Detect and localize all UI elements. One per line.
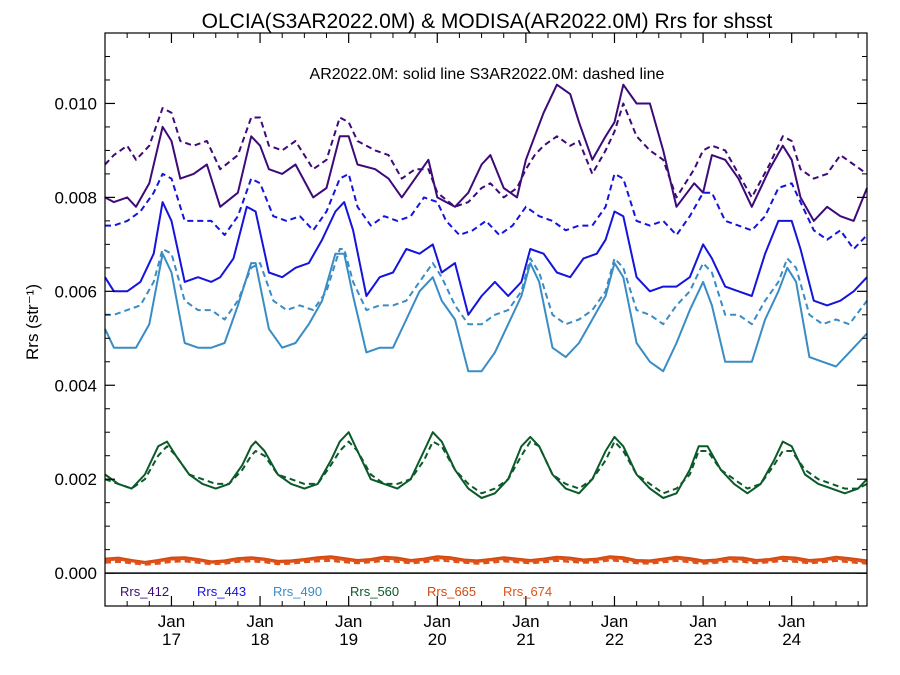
x-tick-label-month: Jan bbox=[512, 612, 539, 631]
legend-entry-rrs-490: Rrs_490 bbox=[273, 584, 322, 599]
x-tick-label-day: 18 bbox=[251, 630, 270, 649]
y-tick-label: 0.010 bbox=[54, 94, 97, 113]
x-tick-label-month: Jan bbox=[158, 612, 185, 631]
series-line-rrs-443-dashed bbox=[105, 172, 868, 250]
series-line-rrs-412-dashed bbox=[104, 102, 868, 208]
y-tick-label: 0.000 bbox=[54, 564, 97, 583]
series-line-rrs-443-solid bbox=[104, 201, 868, 316]
x-tick-label-month: Jan bbox=[689, 612, 716, 631]
series-line-rrs-490-dashed bbox=[105, 248, 868, 326]
x-tick-label-day: 17 bbox=[162, 630, 181, 649]
plot-series bbox=[104, 83, 868, 566]
x-tick-label-day: 21 bbox=[516, 630, 535, 649]
x-tick-label-month: Jan bbox=[335, 612, 362, 631]
y-tick-label: 0.002 bbox=[54, 470, 97, 489]
series-line-rrs-665-solid bbox=[104, 555, 868, 563]
x-tick-label-day: 22 bbox=[605, 630, 624, 649]
x-tick-label-month: Jan bbox=[778, 612, 805, 631]
x-tick-label-month: Jan bbox=[424, 612, 451, 631]
series-line-rrs-560-solid bbox=[104, 431, 868, 499]
series-line-rrs-490-solid bbox=[104, 252, 868, 373]
x-tick-label-day: 19 bbox=[339, 630, 358, 649]
y-axis-label: Rrs (str⁻¹) bbox=[23, 284, 42, 360]
series-line-rrs-412-solid bbox=[104, 83, 868, 222]
series-line-rrs-674-dashed bbox=[104, 559, 868, 566]
x-tick-label-day: 24 bbox=[782, 630, 801, 649]
legend-entry-rrs-674: Rrs_674 bbox=[503, 584, 552, 599]
x-tick-label-day: 20 bbox=[428, 630, 447, 649]
x-tick-label-month: Jan bbox=[246, 612, 273, 631]
axes: 0.0000.0020.0040.0060.0080.010Jan17Jan18… bbox=[54, 32, 868, 649]
y-tick-label: 0.006 bbox=[54, 282, 97, 301]
x-tick-label-month: Jan bbox=[601, 612, 628, 631]
legend-entry-rrs-412: Rrs_412 bbox=[120, 584, 169, 599]
y-tick-label: 0.008 bbox=[54, 188, 97, 207]
line-style-annotation: AR2022.0M: solid line S3AR2022.0M: dashe… bbox=[310, 66, 665, 83]
series-line-rrs-674-solid bbox=[104, 557, 868, 565]
legend-entry-rrs-443: Rrs_443 bbox=[197, 584, 246, 599]
y-tick-label: 0.004 bbox=[54, 376, 97, 395]
legend-entry-rrs-560: Rrs_560 bbox=[350, 584, 399, 599]
x-tick-label-day: 23 bbox=[694, 630, 713, 649]
series-line-rrs-560-dashed bbox=[104, 440, 868, 495]
legend-entry-rrs-665: Rrs_665 bbox=[427, 584, 476, 599]
plot-frame bbox=[104, 32, 868, 607]
legend: Rrs_412 Rrs_443 Rrs_490 Rrs_560 Rrs_665 Rrs_6… bbox=[120, 584, 552, 599]
chart-title: OLCIA(S3AR2022.0M) & MODISA(AR2022.0M) R… bbox=[202, 10, 773, 33]
